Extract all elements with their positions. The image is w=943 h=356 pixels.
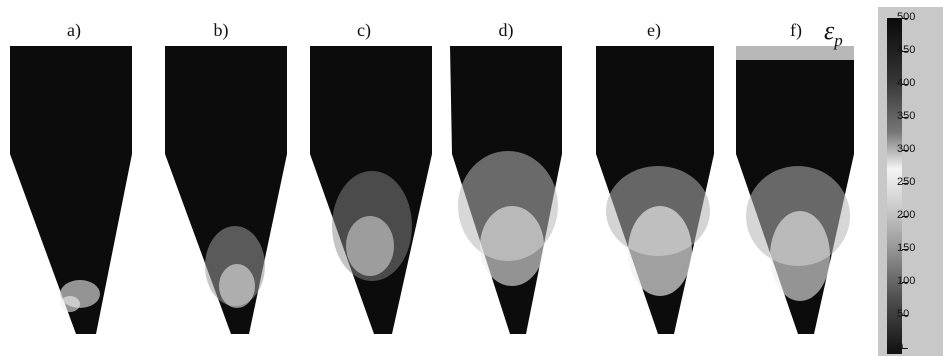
colorbar-tick [902, 18, 908, 19]
colorbar-tick [902, 216, 908, 217]
hopper-image-a [10, 46, 132, 334]
colorbar-tick-label: 0 [897, 341, 904, 353]
colorbar-tick [902, 117, 908, 118]
panel-label-d: d) [498, 20, 514, 40]
panel-label-c: c) [357, 20, 371, 40]
colorbar [887, 18, 902, 354]
colorbar-tick-label: 400 [897, 77, 916, 89]
colorbar-tick [902, 51, 908, 52]
hopper-image-b [165, 46, 287, 334]
epsilon-symbol: ε [824, 16, 835, 45]
colorbar-tick [902, 315, 908, 316]
hopper-image-f [736, 46, 854, 334]
epsilon-subscript: p [834, 31, 843, 50]
colorbar-tick [902, 348, 908, 349]
hopper-image-e [596, 46, 714, 334]
panel-label-a: a) [67, 20, 81, 40]
colorbar-tick [902, 183, 908, 184]
panel-label-f: f) [790, 20, 802, 40]
colorbar-tick-label: 450 [897, 44, 916, 56]
colorbar-tick-label: 250 [897, 176, 916, 188]
colorbar-tick-label: 200 [897, 209, 916, 221]
hopper-image-d [450, 46, 562, 334]
colorbar-tick-label: 50 [897, 308, 910, 320]
hopper-image-c [310, 46, 432, 334]
colorbar-tick-label: 150 [897, 242, 916, 254]
colorbar-tick-label: 100 [897, 275, 916, 287]
colorbar-tick [902, 150, 908, 151]
colorbar-tick-label: 350 [897, 110, 916, 122]
colorbar-tick-label: 300 [897, 143, 916, 155]
epsilon-p-symbol: εp [824, 16, 843, 50]
panel-label-e: e) [647, 20, 661, 40]
panel-label-b: b) [213, 20, 229, 40]
colorbar-tick [902, 84, 908, 85]
colorbar-tick-label: 500 [897, 11, 916, 23]
colorbar-tick [902, 249, 908, 250]
colorbar-tick [902, 282, 908, 283]
